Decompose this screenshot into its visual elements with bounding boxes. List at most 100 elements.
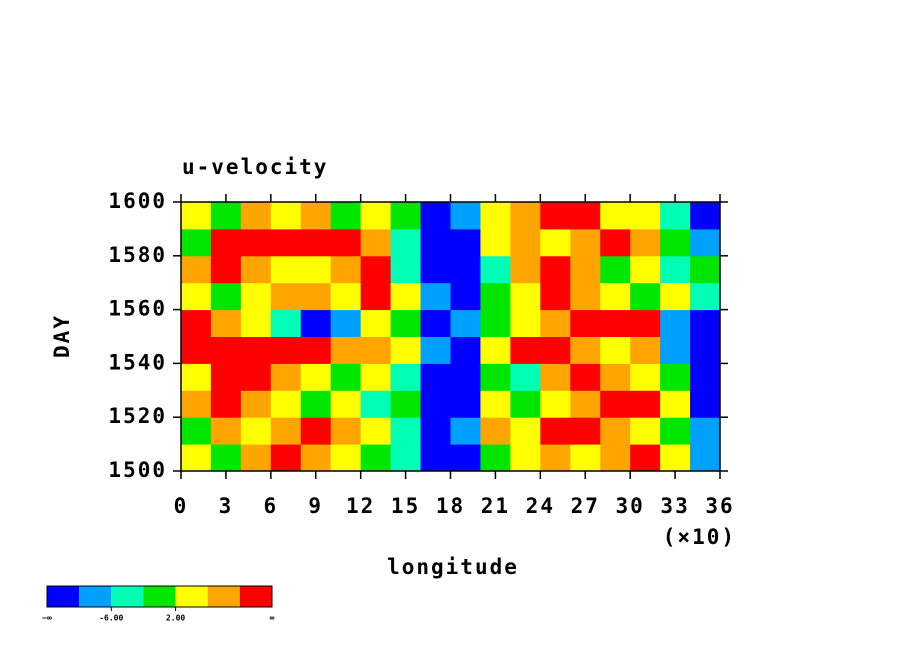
colorbar-label: -6.00 xyxy=(99,614,123,623)
field-cell xyxy=(270,390,302,418)
x-tick-label: 0 xyxy=(174,494,189,518)
field-cell xyxy=(690,336,721,364)
field-cell xyxy=(420,282,451,311)
field-cell xyxy=(660,390,691,418)
field-cell xyxy=(270,444,302,472)
field-cell xyxy=(570,255,601,284)
field-cell xyxy=(210,363,242,391)
field-cell xyxy=(600,228,631,257)
field-cell xyxy=(420,255,451,284)
field-cell xyxy=(240,444,272,472)
x-tick-label: 3 xyxy=(219,494,234,518)
field-cell xyxy=(330,282,362,311)
field-cell xyxy=(660,309,691,337)
field-cell xyxy=(600,363,631,391)
x-tick-label: 30 xyxy=(616,494,645,518)
colorbar-swatch xyxy=(79,586,112,607)
field-cell xyxy=(210,444,242,472)
field-cell xyxy=(181,336,212,364)
field-cell xyxy=(480,228,511,257)
field-cell xyxy=(630,309,661,337)
field-cell xyxy=(360,309,392,337)
field-cell xyxy=(181,390,212,418)
field-cell xyxy=(300,417,332,445)
field-cell xyxy=(510,309,541,337)
colorbar-swatch xyxy=(207,586,240,607)
field-cell xyxy=(420,444,451,472)
field-cell xyxy=(600,444,631,472)
field-cell xyxy=(600,309,631,337)
field-cell xyxy=(300,202,332,230)
field-cell xyxy=(390,417,422,445)
field-cell xyxy=(600,336,631,364)
field-cell xyxy=(420,309,451,337)
field-cell xyxy=(570,444,601,472)
x-tick-label: 36 xyxy=(705,494,734,518)
field-cell xyxy=(240,417,272,445)
field-cell xyxy=(240,202,272,230)
field-cell xyxy=(570,363,601,391)
field-cell xyxy=(660,228,691,257)
field-cell xyxy=(390,336,422,364)
field-cell xyxy=(450,417,481,445)
field-cell xyxy=(570,309,601,337)
field-cell xyxy=(450,282,481,311)
field-cell xyxy=(630,228,661,257)
field-cell xyxy=(181,202,212,230)
field-cell xyxy=(210,282,242,311)
field-cell xyxy=(330,444,362,472)
field-cell xyxy=(510,417,541,445)
field-cell xyxy=(660,282,691,311)
field-cell xyxy=(510,363,541,391)
x-axis-label: longitude xyxy=(387,555,519,579)
x-tick-label: 6 xyxy=(264,494,279,518)
colorbar-swatch xyxy=(143,586,176,607)
field-cell xyxy=(390,282,422,311)
field-cell xyxy=(330,363,362,391)
field-cell xyxy=(600,202,631,230)
x-tick-label: 24 xyxy=(526,494,555,518)
field-cell xyxy=(630,390,661,418)
field-cell xyxy=(270,228,302,257)
field-cell xyxy=(540,202,571,230)
field-cell xyxy=(660,336,691,364)
field-cell xyxy=(360,417,392,445)
field-cell xyxy=(360,255,392,284)
field-cell xyxy=(480,336,511,364)
field-cell xyxy=(600,390,631,418)
y-axis-label: DAY xyxy=(50,314,74,358)
colorbar-label: −∞ xyxy=(42,614,52,623)
field-cell xyxy=(240,390,272,418)
field-cell xyxy=(210,390,242,418)
field-cell xyxy=(181,309,212,337)
field-cell xyxy=(390,363,422,391)
field-cell xyxy=(330,255,362,284)
field-cell xyxy=(480,363,511,391)
field-cell xyxy=(210,255,242,284)
field-cell xyxy=(540,417,571,445)
field-cell xyxy=(420,417,451,445)
y-tick-label: 1520 xyxy=(108,404,167,428)
colorbar-label: ∞ xyxy=(270,614,275,623)
field-cell xyxy=(360,363,392,391)
field-cell xyxy=(690,363,721,391)
field-cell xyxy=(570,228,601,257)
x-tick-label: 9 xyxy=(308,494,323,518)
field-cell xyxy=(210,417,242,445)
field-cell xyxy=(270,309,302,337)
field-cell xyxy=(540,363,571,391)
field-cell xyxy=(390,202,422,230)
field-cell xyxy=(480,417,511,445)
field-cell xyxy=(540,282,571,311)
field-cell xyxy=(630,282,661,311)
field-cell xyxy=(300,363,332,391)
field-cell xyxy=(270,255,302,284)
field-cell xyxy=(690,309,721,337)
field-cell xyxy=(300,255,332,284)
field-cell xyxy=(240,255,272,284)
field-cell xyxy=(540,444,571,472)
y-tick-label: 1560 xyxy=(108,297,167,321)
field-cell xyxy=(330,390,362,418)
field-cell xyxy=(330,202,362,230)
field-cell xyxy=(450,363,481,391)
